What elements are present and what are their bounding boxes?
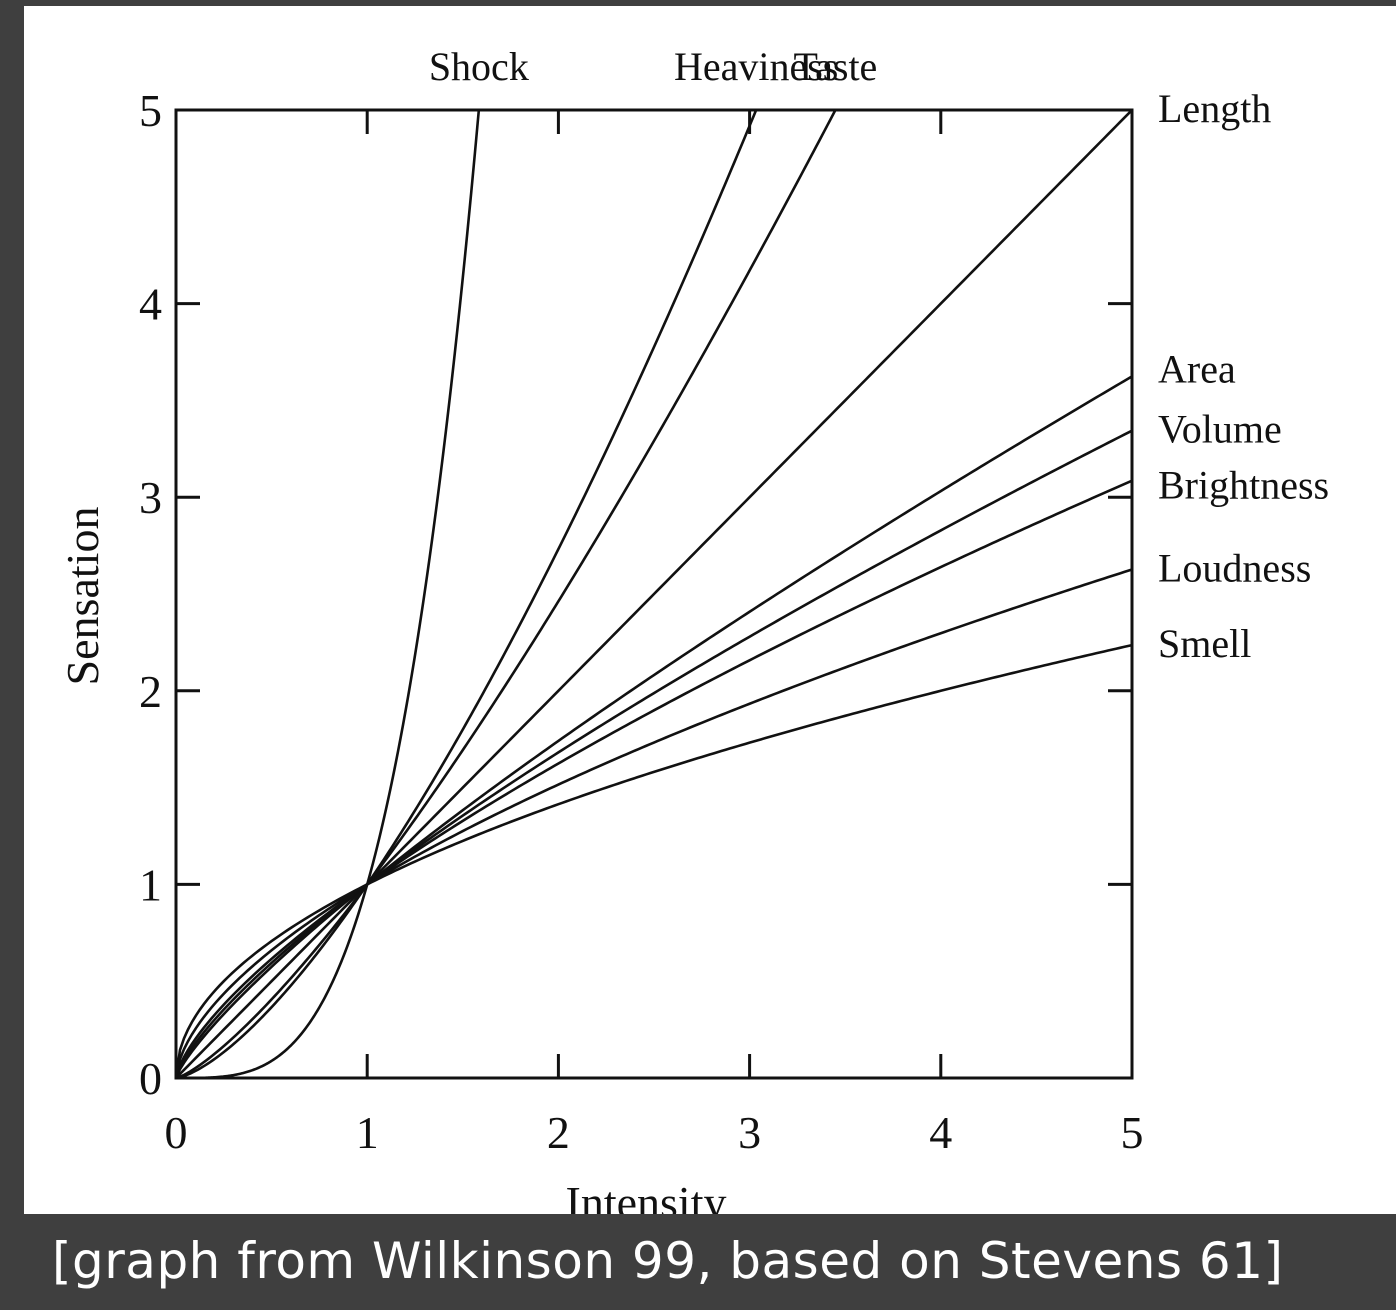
series-line-loudness — [174, 568, 1133, 1079]
x-tick-label: 5 — [1121, 1107, 1144, 1158]
y-tick-label: 3 — [139, 472, 162, 523]
series-line-length — [175, 109, 1133, 1079]
series-label-volume: Volume — [1158, 407, 1282, 452]
figure-caption: [graph from Wilkinson 99, based on Steve… — [52, 1232, 1284, 1290]
x-axis-title: Intensity — [566, 1177, 727, 1214]
series-label-shock: Shock — [429, 44, 529, 89]
series-label-smell: Smell — [1158, 621, 1251, 666]
series-line-brightness — [174, 479, 1133, 1079]
x-tick-label: 4 — [929, 1107, 952, 1158]
series-label-heaviness: Heaviness — [674, 44, 838, 89]
plot-frame — [174, 108, 1134, 1080]
series-label-loudness: Loudness — [1158, 546, 1311, 591]
x-tick-label: 3 — [738, 1107, 761, 1158]
x-tick-label: 2 — [547, 1107, 570, 1158]
series-line-taste — [175, 109, 837, 1080]
y-axis-title: Sensation — [57, 507, 108, 686]
series-line-shock — [176, 109, 481, 1080]
series-line-volume — [174, 429, 1133, 1079]
y-tick-label: 2 — [139, 666, 162, 717]
y-tick-label: 4 — [139, 279, 162, 330]
series-label-area: Area — [1158, 346, 1236, 391]
series-label-length: Length — [1158, 86, 1271, 131]
series-line-area — [174, 375, 1133, 1079]
series-label-brightness: Brightness — [1158, 463, 1329, 508]
y-tick-label: 0 — [139, 1053, 162, 1104]
x-tick-label: 1 — [356, 1107, 379, 1158]
y-tick-label: 5 — [139, 85, 162, 136]
x-tick-label: 0 — [165, 1107, 188, 1158]
figure-panel: 0 1 2 3 4 5 0 1 2 3 4 5 Shock Heaviness Taste Length Are… — [24, 6, 1396, 1214]
series-line-smell — [174, 643, 1133, 1079]
series-line-heaviness — [175, 109, 758, 1080]
y-tick-label: 1 — [139, 859, 162, 910]
series-label-taste: Taste — [793, 44, 877, 89]
